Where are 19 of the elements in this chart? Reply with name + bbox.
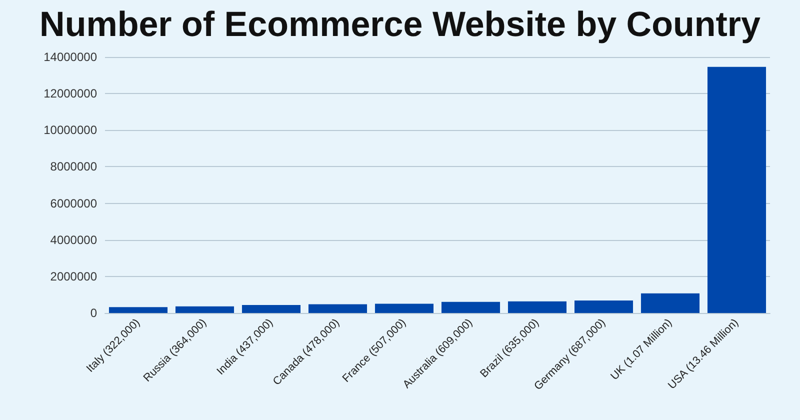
- y-tick-label: 12000000: [44, 86, 98, 101]
- y-tick-label: 0: [90, 306, 98, 320]
- bar: [308, 304, 368, 313]
- y-tick-label: 8000000: [50, 160, 98, 174]
- bar: [707, 66, 766, 313]
- bar: [242, 305, 301, 313]
- y-tick-label: 6000000: [50, 196, 98, 210]
- y-tick-label: 14000000: [44, 50, 98, 64]
- bar: [508, 301, 567, 313]
- y-tick-label: 2000000: [50, 269, 98, 284]
- y-tick-label: 10000000: [44, 123, 98, 138]
- bar: [108, 307, 168, 313]
- bar: [441, 302, 500, 313]
- chart-title: Number of Ecommerce Website by Country: [40, 5, 761, 44]
- bar: [175, 306, 234, 313]
- bar: [574, 300, 634, 313]
- y-tick-label: 4000000: [50, 232, 98, 247]
- bar: [374, 304, 434, 313]
- bar: [640, 293, 700, 313]
